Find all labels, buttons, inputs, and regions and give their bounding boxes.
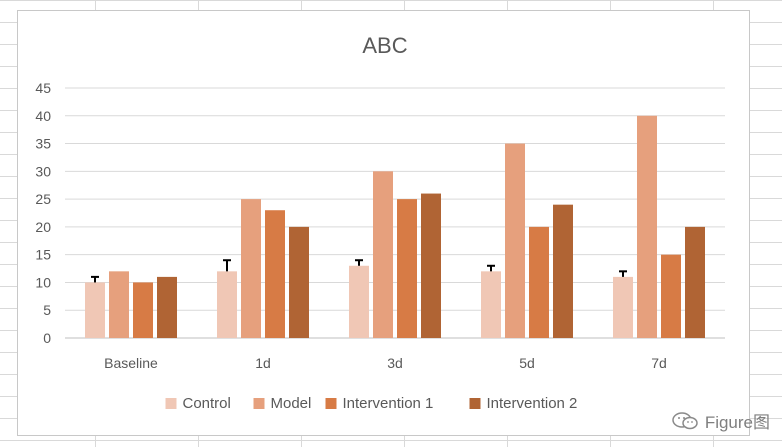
x-tick-label: 5d xyxy=(519,355,535,371)
bar xyxy=(397,199,417,338)
watermark: Figure图 xyxy=(671,408,770,433)
bar xyxy=(421,193,441,338)
bar xyxy=(241,199,261,338)
x-tick-label: 1d xyxy=(255,355,271,371)
legend-label: Control xyxy=(183,395,231,412)
bar xyxy=(217,271,237,338)
bar xyxy=(157,276,177,338)
bar-chart: ABC 0 5 10 15 20 25 30 35 40 45 Baseline 1d 3d 5d 7d C… xyxy=(35,33,725,412)
bar xyxy=(349,265,369,338)
legend-swatch xyxy=(325,398,337,409)
y-tick-label: 30 xyxy=(35,163,51,179)
bar xyxy=(613,276,633,338)
chart-title: ABC xyxy=(362,33,407,58)
y-tick-label: 25 xyxy=(35,191,51,207)
legend-swatch xyxy=(469,398,481,409)
bar xyxy=(265,210,285,338)
y-tick-label: 10 xyxy=(35,274,51,290)
bars xyxy=(85,115,705,339)
x-tick-label: Baseline xyxy=(104,355,158,371)
watermark-text: Figure图 xyxy=(704,413,770,432)
legend-swatch xyxy=(253,398,265,409)
bar xyxy=(505,143,525,338)
legend-label: Model xyxy=(271,395,312,412)
bar xyxy=(661,254,681,338)
bar xyxy=(373,171,393,338)
bar xyxy=(553,204,573,338)
y-tick-label: 35 xyxy=(35,136,51,152)
bar xyxy=(85,282,105,338)
y-tick-label: 5 xyxy=(43,302,51,318)
y-tick-label: 40 xyxy=(35,108,51,124)
axes: 0 5 10 15 20 25 30 35 40 45 Baseline 1d 3d 5d 7d xyxy=(35,80,666,371)
legend-label: Intervention 2 xyxy=(487,395,578,412)
bar xyxy=(133,282,153,338)
legend-label: Intervention 1 xyxy=(343,395,434,412)
bar xyxy=(289,226,309,338)
bar xyxy=(529,226,549,338)
y-tick-label: 45 xyxy=(35,80,51,96)
y-tick-label: 0 xyxy=(43,330,51,346)
y-tick-label: 15 xyxy=(35,247,51,263)
bar xyxy=(637,115,657,339)
y-tick-label: 20 xyxy=(35,219,51,235)
legend-swatch xyxy=(165,398,177,409)
wechat-icon xyxy=(672,411,698,429)
bar xyxy=(481,271,501,338)
bar xyxy=(685,226,705,338)
x-tick-label: 3d xyxy=(387,355,403,371)
legend: Control Model Intervention 1 Intervention 2 xyxy=(165,395,578,412)
x-tick-label: 7d xyxy=(651,355,667,371)
bar xyxy=(109,271,129,338)
chart-area[interactable]: ABC 0 5 10 15 20 25 30 35 40 45 Baseline 1d 3d 5d 7d C… xyxy=(17,10,750,436)
